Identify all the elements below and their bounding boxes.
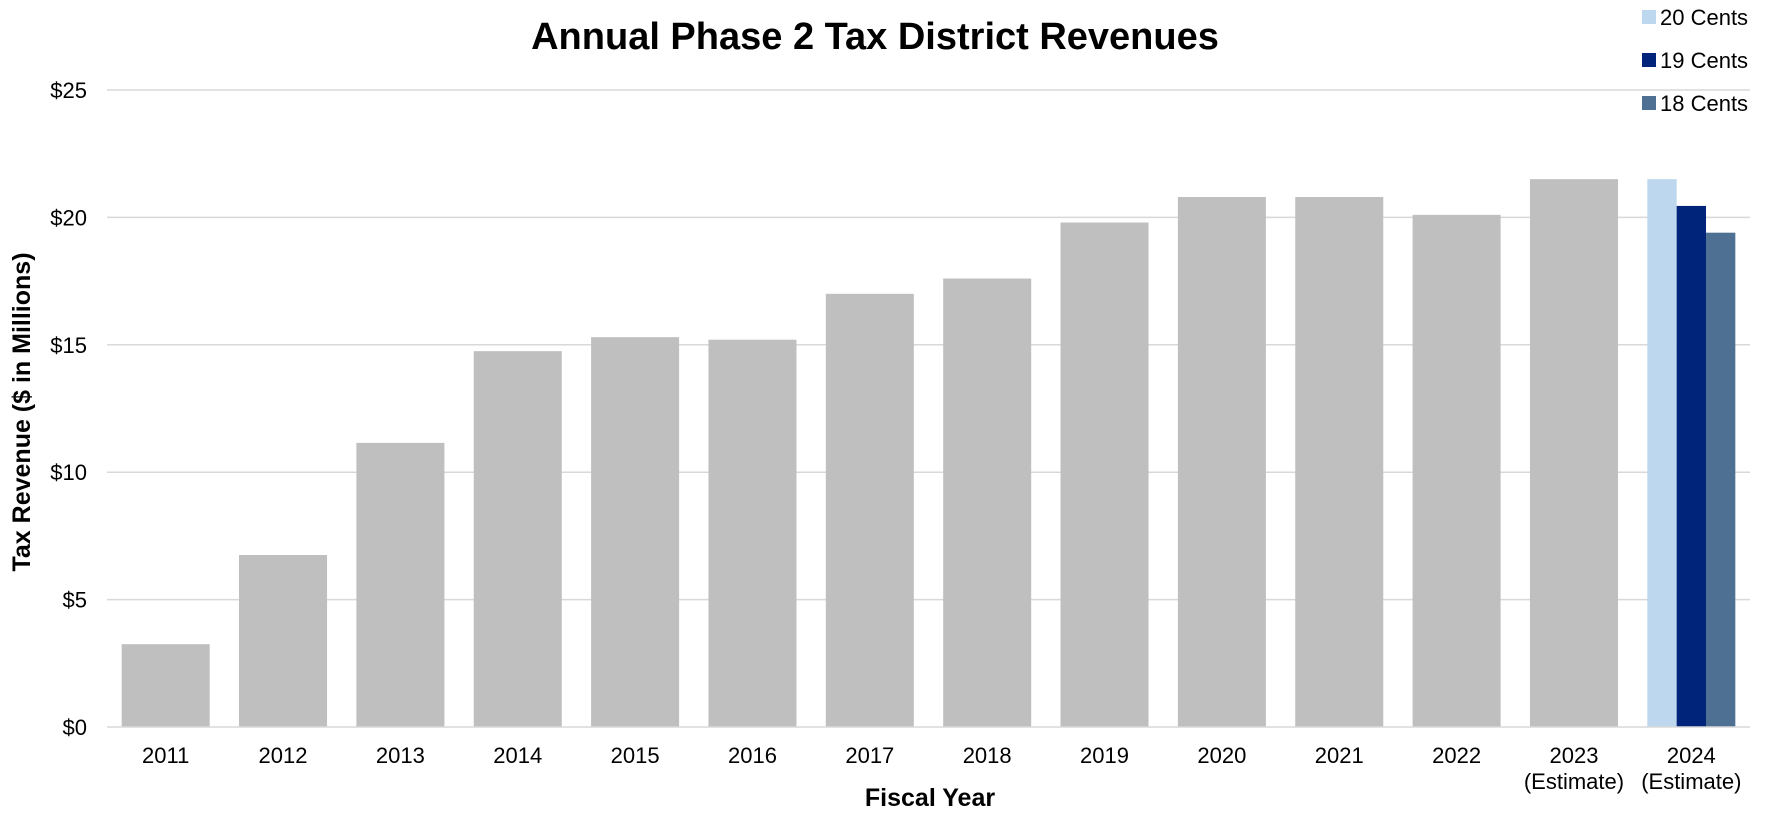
legend-label: 18 Cents — [1660, 91, 1748, 116]
bar-19-cents — [1676, 205, 1706, 727]
legend-swatch — [1642, 96, 1656, 110]
legend: 20 Cents 19 Cents 18 Cents — [1642, 5, 1748, 116]
legend-label: 19 Cents — [1660, 48, 1748, 73]
bar — [1177, 197, 1266, 728]
bar — [356, 442, 445, 727]
y-tick-label: $5 — [63, 588, 87, 613]
x-tick-label: 2013 — [376, 743, 425, 768]
bar-20-cents — [1647, 179, 1677, 727]
x-axis-ticks: 2011 2012 2013 2014 2015 2016 2017 2018 2019 2020… — [142, 743, 1741, 794]
bar — [239, 555, 328, 727]
x-tick-label: 2017 — [845, 743, 894, 768]
x-tick-label: 2016 — [728, 743, 777, 768]
x-tick-label: 2020 — [1197, 743, 1246, 768]
bars — [121, 179, 1736, 728]
legend-label: 20 Cents — [1660, 5, 1748, 30]
y-tick-label: $0 — [63, 715, 87, 740]
y-axis-ticks: $0 $5 $10 $15 $20 $25 — [50, 78, 87, 740]
x-tick-label: 2018 — [963, 743, 1012, 768]
bar — [473, 351, 562, 727]
x-tick-label: 2014 — [493, 743, 542, 768]
chart-title: Annual Phase 2 Tax District Revenues — [531, 16, 1219, 58]
x-tick-label: 2022 — [1432, 743, 1481, 768]
bar — [825, 293, 914, 727]
x-tick-label: 2011 — [142, 743, 189, 768]
bar — [708, 339, 797, 727]
bar — [121, 644, 210, 727]
bar — [591, 337, 680, 727]
x-tick-label: 2024 — [1667, 743, 1716, 768]
x-tick-label: 2023 — [1549, 743, 1598, 768]
x-tick-sublabel: (Estimate) — [1524, 769, 1624, 794]
y-tick-label: $20 — [50, 205, 87, 230]
x-tick-sublabel: (Estimate) — [1641, 769, 1741, 794]
bar — [1529, 179, 1618, 727]
x-tick-label: 2012 — [259, 743, 308, 768]
bar — [1295, 197, 1384, 728]
bar — [943, 278, 1032, 727]
bar-18-cents — [1705, 232, 1736, 728]
x-axis-title: Fiscal Year — [865, 784, 995, 812]
y-tick-label: $10 — [50, 460, 87, 485]
legend-swatch — [1642, 10, 1656, 24]
x-tick-label: 2019 — [1080, 743, 1129, 768]
y-tick-label: $15 — [50, 333, 87, 358]
bar — [1060, 222, 1149, 727]
y-tick-label: $25 — [50, 78, 87, 103]
legend-swatch — [1642, 53, 1656, 67]
x-tick-label: 2021 — [1315, 743, 1364, 768]
bar — [1412, 214, 1501, 728]
x-tick-label: 2015 — [611, 743, 660, 768]
gridlines — [107, 89, 1750, 601]
y-axis-title: Tax Revenue ($ in Millions) — [8, 252, 36, 571]
